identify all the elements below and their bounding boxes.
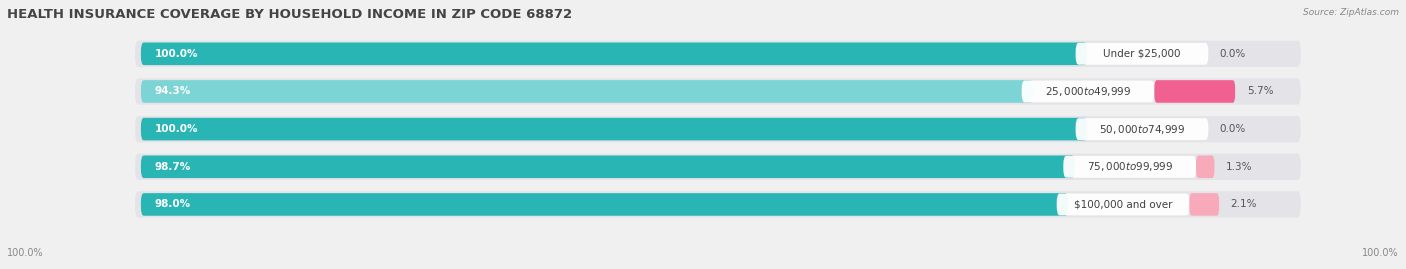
Text: 100.0%: 100.0% [155,124,198,134]
Text: $25,000 to $49,999: $25,000 to $49,999 [1045,85,1132,98]
FancyBboxPatch shape [1022,80,1154,102]
Text: 100.0%: 100.0% [7,248,44,258]
Text: 0.0%: 0.0% [1220,49,1246,59]
Text: $100,000 and over: $100,000 and over [1074,199,1173,210]
FancyBboxPatch shape [141,155,1074,178]
FancyBboxPatch shape [135,41,1301,67]
FancyBboxPatch shape [141,118,1087,140]
FancyBboxPatch shape [1189,193,1219,216]
FancyBboxPatch shape [141,193,1069,216]
Text: $50,000 to $74,999: $50,000 to $74,999 [1099,123,1185,136]
Text: HEALTH INSURANCE COVERAGE BY HOUSEHOLD INCOME IN ZIP CODE 68872: HEALTH INSURANCE COVERAGE BY HOUSEHOLD I… [7,8,572,21]
FancyBboxPatch shape [135,78,1301,105]
FancyBboxPatch shape [135,191,1301,218]
FancyBboxPatch shape [1057,193,1189,215]
FancyBboxPatch shape [141,43,1087,65]
Text: 5.7%: 5.7% [1247,86,1274,97]
FancyBboxPatch shape [1076,43,1208,65]
FancyBboxPatch shape [1063,156,1197,178]
FancyBboxPatch shape [1197,155,1215,178]
Text: $75,000 to $99,999: $75,000 to $99,999 [1087,160,1173,173]
Text: 98.0%: 98.0% [155,199,191,210]
FancyBboxPatch shape [1076,118,1208,140]
FancyBboxPatch shape [141,80,1033,103]
Text: 100.0%: 100.0% [1362,248,1399,258]
Text: 100.0%: 100.0% [155,49,198,59]
Text: 0.0%: 0.0% [1220,124,1246,134]
FancyBboxPatch shape [1154,80,1234,103]
Text: 1.3%: 1.3% [1226,162,1253,172]
Text: 2.1%: 2.1% [1230,199,1257,210]
Text: 98.7%: 98.7% [155,162,191,172]
Text: Under $25,000: Under $25,000 [1104,49,1181,59]
FancyBboxPatch shape [135,154,1301,180]
FancyBboxPatch shape [135,116,1301,142]
Text: Source: ZipAtlas.com: Source: ZipAtlas.com [1303,8,1399,17]
Text: 94.3%: 94.3% [155,86,191,97]
